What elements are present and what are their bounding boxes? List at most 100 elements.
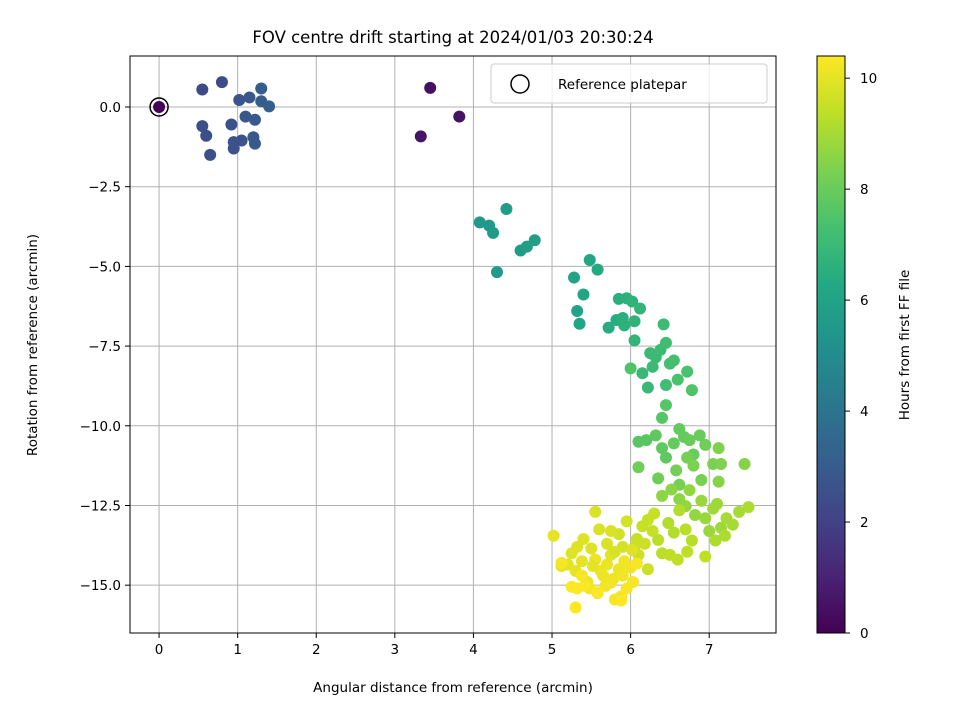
data-point [579, 579, 592, 592]
y-tick-label: −12.5 [80, 498, 121, 514]
data-point [153, 101, 166, 114]
x-tick-label: 2 [312, 642, 321, 658]
data-point [667, 354, 680, 367]
data-point [659, 399, 672, 412]
data-point [626, 295, 639, 308]
data-point [604, 576, 617, 589]
x-axis-label: Angular distance from reference (arcmin) [313, 680, 593, 696]
colorbar-gradient [816, 55, 846, 634]
data-point [699, 550, 712, 563]
data-point [565, 580, 578, 593]
y-tick-label: −2.5 [88, 180, 121, 196]
data-point [683, 434, 696, 447]
data-point [656, 411, 669, 424]
y-axis-label: Rotation from reference (arcmin) [25, 234, 41, 456]
data-point [640, 434, 653, 447]
data-point [602, 321, 615, 334]
data-point [571, 305, 584, 318]
data-point [712, 442, 725, 455]
legend: Reference platepar [490, 63, 768, 104]
legend-reference-symbol [510, 74, 530, 94]
colorbar-tick-label: 8 [860, 182, 869, 198]
data-point [641, 563, 654, 576]
data-point [591, 263, 604, 276]
data-point [196, 120, 209, 133]
data-point [591, 586, 604, 599]
x-tick-label: 3 [391, 642, 400, 658]
data-point [424, 81, 437, 94]
y-tick-label: −7.5 [88, 339, 121, 355]
data-point [618, 319, 631, 332]
data-point [585, 542, 598, 555]
data-point [565, 547, 578, 560]
data-point [667, 437, 680, 450]
data-point [616, 569, 629, 582]
x-tick-label: 5 [548, 642, 557, 658]
chart-title: FOV centre drift starting at 2024/01/03 … [252, 28, 653, 47]
data-point [714, 458, 727, 471]
data-point [659, 378, 672, 391]
colorbar-tick-label: 6 [860, 293, 869, 309]
data-point [712, 475, 725, 488]
data-point [656, 442, 669, 455]
data-point [528, 234, 541, 247]
data-point [593, 523, 606, 536]
data-point [733, 505, 746, 518]
y-tick-label: −10.0 [80, 419, 121, 435]
data-point [235, 134, 248, 147]
data-point [601, 537, 614, 550]
data-point [662, 517, 675, 530]
data-point [575, 555, 588, 568]
data-point [695, 473, 708, 486]
reference-marker [149, 97, 169, 117]
data-point [555, 556, 568, 569]
colorbar: 0 2 4 6 8 10 Hours from first FF file [816, 55, 913, 642]
grid [130, 56, 776, 633]
data-point [227, 142, 240, 155]
data-point [243, 91, 256, 104]
data-point [487, 226, 500, 239]
data-point [628, 315, 641, 328]
data-point [738, 458, 751, 471]
y-tick-label: −5.0 [88, 259, 121, 275]
data-point [200, 129, 213, 142]
x-tick-label: 1 [233, 642, 242, 658]
data-point [500, 203, 513, 216]
data-point [620, 515, 633, 528]
data-point [225, 118, 238, 131]
data-point [641, 381, 654, 394]
data-point [670, 464, 683, 477]
data-point [636, 367, 649, 380]
data-point [685, 534, 698, 547]
data-points [153, 76, 755, 614]
data-point [453, 110, 466, 123]
data-point [646, 360, 659, 373]
data-point [632, 461, 645, 474]
data-point [573, 317, 586, 330]
data-point [204, 148, 217, 161]
y-tick-label: 0.0 [100, 100, 121, 116]
data-point [673, 504, 686, 517]
data-point [665, 483, 678, 496]
data-point [414, 130, 427, 143]
data-point [569, 601, 582, 614]
data-point [685, 384, 698, 397]
plot-frame [129, 55, 777, 634]
data-point [638, 537, 651, 550]
data-point [656, 489, 669, 502]
data-point [255, 82, 268, 95]
data-point [681, 545, 694, 558]
data-point [615, 594, 628, 607]
y-tick-label: −15.0 [80, 578, 121, 594]
x-tick-label: 7 [705, 642, 714, 658]
data-point [742, 501, 755, 514]
data-point [683, 484, 696, 497]
colorbar-label: Hours from first FF file [897, 270, 913, 421]
data-point [726, 518, 739, 531]
data-point [626, 544, 639, 557]
data-point [248, 137, 261, 150]
data-point [687, 459, 700, 472]
data-point [699, 438, 712, 451]
data-point [624, 362, 637, 375]
